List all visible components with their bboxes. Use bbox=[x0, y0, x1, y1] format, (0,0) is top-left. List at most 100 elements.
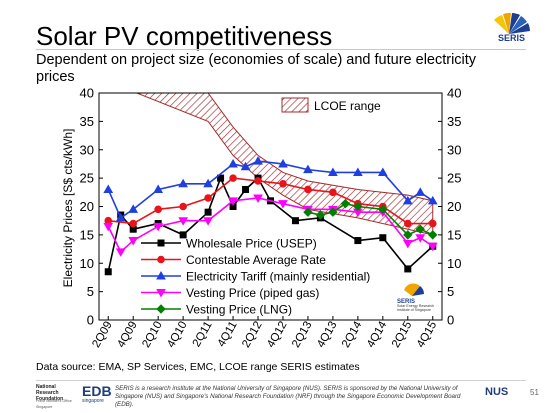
series-1 bbox=[104, 174, 437, 228]
data-point bbox=[329, 188, 337, 197]
data-point bbox=[404, 265, 412, 273]
data-point bbox=[303, 207, 313, 217]
series-line bbox=[107, 197, 434, 254]
data-point bbox=[427, 242, 438, 252]
y2-tick-label: 15 bbox=[447, 227, 461, 242]
data-point bbox=[402, 195, 413, 205]
y-tick-label: 10 bbox=[80, 256, 94, 271]
legend-marker bbox=[157, 255, 165, 264]
nrf-logo: National Research Foundation bbox=[36, 384, 64, 402]
data-point bbox=[178, 178, 188, 188]
y-tick-label: 20 bbox=[80, 199, 94, 214]
legend-label: Electricity Tariff (mainly residential) bbox=[186, 270, 370, 284]
y2-tick-label: 10 bbox=[447, 256, 461, 271]
x-tick-label: 2Q13 bbox=[290, 320, 314, 350]
data-point bbox=[378, 204, 388, 215]
data-point bbox=[354, 237, 362, 245]
data-point bbox=[154, 205, 162, 214]
data-point bbox=[217, 174, 225, 182]
data-point bbox=[242, 185, 250, 193]
edb-logo: EDB bbox=[82, 383, 112, 399]
data-point bbox=[340, 198, 351, 209]
data-point bbox=[203, 178, 213, 188]
legend-marker bbox=[156, 289, 166, 298]
data-point bbox=[240, 161, 251, 171]
data-point bbox=[253, 156, 263, 165]
footer-divider bbox=[36, 380, 526, 381]
y2-tick-label: 0 bbox=[447, 313, 454, 328]
data-point bbox=[415, 187, 426, 196]
data-point bbox=[179, 202, 187, 211]
y-tick-label: 30 bbox=[80, 142, 94, 157]
data-point bbox=[403, 230, 413, 240]
x-tick-label: 2Q09 bbox=[90, 320, 114, 350]
data-point bbox=[179, 231, 187, 239]
data-point bbox=[402, 239, 413, 249]
y2-tick-label: 30 bbox=[447, 142, 461, 157]
x-tick-label: 4Q15 bbox=[415, 320, 439, 350]
data-point bbox=[428, 230, 438, 240]
nrf-logo-sub: Prime Minister's Office Singapore bbox=[36, 399, 72, 409]
data-point bbox=[128, 237, 139, 246]
x-tick-label: 2Q11 bbox=[191, 320, 215, 350]
legend-item-4: Vesting Price (LNG) bbox=[141, 303, 292, 317]
legend-marker bbox=[157, 239, 165, 247]
data-point bbox=[204, 194, 212, 202]
data-point bbox=[178, 217, 188, 226]
x-tick-label: 4Q11 bbox=[216, 320, 240, 350]
legend-item-2: Electricity Tariff (mainly residential) bbox=[141, 270, 370, 284]
chart-sunburst-icon bbox=[404, 283, 420, 296]
seris-sunburst-icon bbox=[494, 12, 530, 34]
nus-logo: NUS bbox=[485, 386, 509, 398]
y-axis-label: Electricity Prices [S$ cts/kWh] bbox=[61, 129, 75, 288]
legend-item-lcoe: LCOE range bbox=[281, 97, 381, 113]
data-point bbox=[278, 158, 288, 168]
seris-logo: SERIS bbox=[494, 12, 530, 43]
y2-tick-label: 20 bbox=[447, 199, 461, 214]
seris-logo-text: SERIS bbox=[498, 33, 525, 43]
x-tick-label: 2Q15 bbox=[390, 320, 414, 350]
price-chart: 0 0 5 5 10 10 15 15 20 20 25 25 30 30 35 35 40 40 2Q09 4Q09… bbox=[61, 86, 461, 350]
chart-seris-logo: SERIS Solar Energy Research Institute of… bbox=[397, 283, 435, 312]
data-point bbox=[103, 184, 114, 193]
data-point bbox=[379, 234, 387, 242]
chart-logo-caption: Solar Energy Research Institute of Singa… bbox=[397, 304, 435, 312]
legend-item-3: Vesting Price (piped gas) bbox=[141, 286, 319, 300]
data-point bbox=[203, 217, 213, 226]
x-tick-label: 2Q12 bbox=[240, 320, 264, 350]
data-point bbox=[153, 222, 164, 232]
data-point bbox=[315, 210, 326, 220]
data-point bbox=[415, 234, 426, 243]
data-point bbox=[303, 164, 313, 174]
y-tick-label: 0 bbox=[87, 313, 94, 328]
legend-item-0: Wholesale Price (USEP) bbox=[141, 237, 317, 251]
data-point bbox=[291, 217, 299, 225]
data-point bbox=[428, 219, 437, 228]
y-tick-label: 15 bbox=[80, 227, 94, 242]
y-tick-label: 40 bbox=[80, 86, 94, 101]
y-tick-label: 25 bbox=[80, 171, 94, 186]
data-point bbox=[328, 167, 338, 176]
data-point bbox=[279, 180, 287, 188]
data-point bbox=[403, 219, 412, 228]
y2-tick-label: 5 bbox=[447, 284, 454, 299]
series-2 bbox=[103, 156, 438, 222]
data-point bbox=[353, 201, 363, 212]
title-divider bbox=[36, 49, 526, 50]
data-point bbox=[415, 224, 425, 234]
slide-subtitle: Dependent on project size (economies of … bbox=[36, 52, 477, 85]
edb-logo-sub: singapore bbox=[82, 398, 104, 404]
data-point bbox=[204, 208, 212, 216]
x-tick-label: 4Q12 bbox=[265, 320, 289, 350]
legend-item-1: Contestable Average Rate bbox=[141, 253, 326, 267]
data-point bbox=[104, 268, 112, 276]
y2-tick-label: 40 bbox=[447, 86, 461, 101]
x-tick-label: 4Q09 bbox=[115, 320, 139, 350]
x-tick-label: 4Q13 bbox=[315, 320, 339, 350]
page-number: 51 bbox=[530, 388, 539, 397]
data-point bbox=[253, 194, 263, 203]
x-tick-label: 4Q14 bbox=[365, 319, 390, 350]
legend-label: Vesting Price (LNG) bbox=[186, 303, 292, 317]
legend-label: Contestable Average Rate bbox=[186, 253, 326, 267]
data-point bbox=[427, 195, 438, 205]
